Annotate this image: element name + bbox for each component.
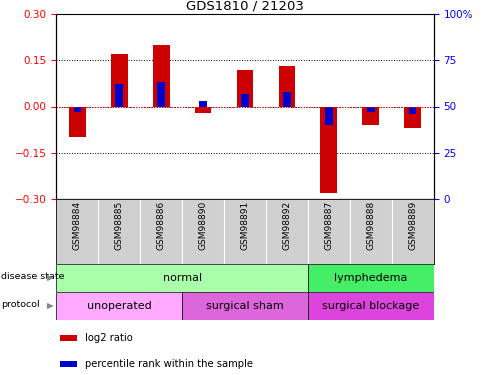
- Text: GSM98888: GSM98888: [366, 201, 375, 250]
- Bar: [116, 84, 123, 106]
- Bar: [320, 106, 337, 193]
- Bar: [404, 106, 421, 128]
- Bar: [56, 292, 182, 320]
- Bar: [60, 335, 77, 341]
- Text: log2 ratio: log2 ratio: [85, 333, 132, 343]
- Bar: [308, 292, 434, 320]
- Bar: [409, 106, 416, 114]
- Bar: [195, 106, 212, 112]
- Text: percentile rank within the sample: percentile rank within the sample: [85, 359, 253, 369]
- Bar: [60, 361, 77, 367]
- Bar: [325, 106, 333, 125]
- Text: disease state: disease state: [1, 272, 65, 281]
- Bar: [111, 54, 127, 106]
- Bar: [69, 106, 86, 137]
- Text: GSM98887: GSM98887: [324, 201, 333, 250]
- Text: GSM98891: GSM98891: [241, 201, 249, 250]
- Bar: [199, 101, 207, 106]
- Bar: [153, 45, 170, 106]
- Bar: [237, 69, 253, 106]
- Bar: [74, 106, 81, 112]
- Title: GDS1810 / 21203: GDS1810 / 21203: [186, 0, 304, 13]
- Text: GSM98890: GSM98890: [198, 201, 208, 250]
- Bar: [56, 264, 308, 292]
- Text: GSM98886: GSM98886: [157, 201, 166, 250]
- Text: lymphedema: lymphedema: [334, 273, 408, 283]
- Text: surgical sham: surgical sham: [206, 301, 284, 311]
- Bar: [182, 292, 308, 320]
- Text: protocol: protocol: [1, 300, 40, 309]
- Text: unoperated: unoperated: [87, 301, 151, 311]
- Text: GSM98892: GSM98892: [282, 201, 292, 250]
- Bar: [308, 264, 434, 292]
- Text: normal: normal: [163, 273, 202, 283]
- Text: GSM98889: GSM98889: [408, 201, 417, 250]
- Bar: [278, 66, 295, 106]
- Bar: [241, 93, 249, 106]
- Bar: [367, 106, 374, 112]
- Bar: [363, 106, 379, 125]
- Text: GSM98885: GSM98885: [115, 201, 124, 250]
- Text: surgical blockage: surgical blockage: [322, 301, 419, 311]
- Bar: [157, 82, 165, 106]
- Text: GSM98884: GSM98884: [73, 201, 82, 250]
- Bar: [283, 92, 291, 106]
